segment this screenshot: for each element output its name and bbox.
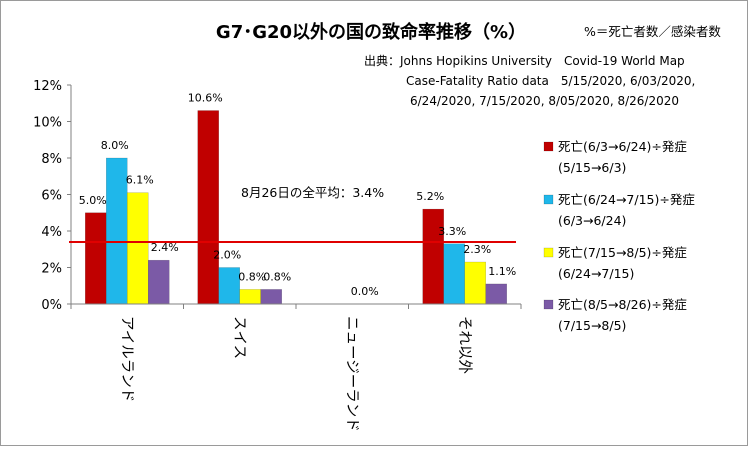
reference-line: 8月26日の全平均：3.4% — [69, 185, 516, 243]
bar — [197, 110, 219, 305]
x-category-label: アイルランド — [118, 316, 134, 402]
x-axis: アイルランド スイス ニュージーランド それ以外 — [70, 303, 522, 432]
bar-data-label: 0.8% — [263, 270, 291, 283]
bar-data-label: 5.0% — [79, 194, 107, 207]
legend-swatch — [543, 299, 554, 310]
y-tick-label: 6% — [41, 189, 62, 204]
bar-data-label: 8.0% — [101, 139, 129, 152]
legend-swatch — [543, 194, 554, 205]
chart-subtitle: %＝死亡者数／感染者数 — [584, 24, 721, 39]
bar — [218, 267, 240, 305]
source-line: Case-Fatality Ratio data 5/15/2020, 6/03… — [406, 74, 695, 88]
legend-label: (7/15→8/5) — [558, 318, 626, 333]
bar-data-label: 0.0% — [351, 285, 379, 298]
legend-label: 死亡(6/3→6/24)÷発症 — [558, 139, 687, 154]
bar-data-label: 2.4% — [151, 241, 179, 254]
x-category-label: ニュージーランド — [343, 316, 359, 432]
legend: 死亡(6/3→6/24)÷発症 (5/15→6/3) 死亡(6/24→7/15)÷発… — [543, 139, 695, 333]
bar-data-label: 2.3% — [463, 243, 491, 256]
legend-label: (6/24→7/15) — [558, 266, 634, 281]
source-line: 出典：Johns Hopikins University Covid-19 Wo… — [364, 54, 685, 68]
bar-data-label: 0.8% — [238, 270, 266, 283]
bar — [260, 289, 282, 305]
bar — [239, 289, 261, 305]
bar — [85, 212, 107, 305]
legend-label: (5/15→6/3) — [558, 160, 626, 175]
source-line: 6/24/2020, 7/15/2020, 8/05/2020, 8/26/20… — [410, 94, 679, 108]
legend-label: 死亡(7/15→8/5)÷発症 — [558, 245, 687, 260]
x-category-label: スイス — [231, 316, 247, 359]
bar-data-label: 1.1% — [488, 265, 516, 278]
legend-swatch — [543, 247, 554, 258]
bar-data-label: 2.0% — [213, 249, 241, 262]
bar-data-label: 10.6% — [188, 92, 223, 105]
bar-data-label: 6.1% — [126, 174, 154, 187]
legend-label: 死亡(8/5→8/26)÷発症 — [558, 297, 687, 312]
y-tick-label: 10% — [33, 116, 62, 131]
average-line-label: 8月26日の全平均：3.4% — [241, 185, 384, 200]
bar — [422, 208, 444, 305]
y-tick-label: 12% — [33, 79, 62, 94]
legend-swatch — [543, 141, 554, 152]
x-category-label: それ以外 — [456, 316, 473, 374]
bar-labels: 5.0% 10.6% 5.2% 8.0% 2.0% 3.3% 6.1% 0.8% 0.0% 2.3… — [79, 92, 516, 298]
bar — [464, 261, 486, 305]
y-tick-label: 0% — [41, 298, 62, 313]
bar — [106, 157, 128, 305]
chart-title: G7･G20以外の国の致命率推移（%） — [216, 21, 526, 43]
y-axis: 0% 2% 4% 6% 8% 10% 12% — [33, 79, 72, 313]
bar — [485, 283, 507, 305]
bar — [148, 259, 170, 305]
bar-data-label: 5.2% — [416, 190, 444, 203]
source-note: 出典：Johns Hopikins University Covid-19 Wo… — [364, 54, 695, 108]
y-tick-label: 2% — [41, 262, 62, 277]
bars — [85, 110, 507, 305]
bar-data-label: 3.3% — [438, 225, 466, 238]
y-tick-label: 8% — [41, 152, 62, 167]
bar — [443, 243, 465, 305]
bar — [127, 192, 149, 305]
legend-label: 死亡(6/24→7/15)÷発症 — [558, 192, 695, 207]
y-tick-label: 4% — [41, 225, 62, 240]
legend-label: (6/3→6/24) — [558, 213, 626, 228]
